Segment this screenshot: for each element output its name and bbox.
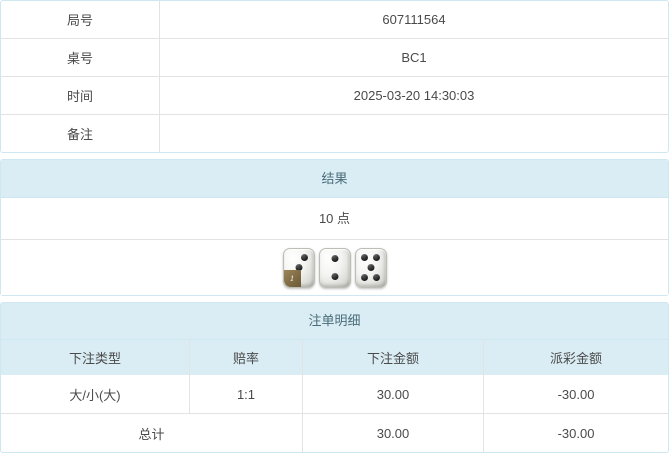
result-title: 结果 xyxy=(1,160,668,198)
cell-odds: 1:1 xyxy=(189,375,303,414)
die-pip xyxy=(331,272,338,280)
cell-total-bet-amount: 30.00 xyxy=(302,413,484,452)
die-pip xyxy=(331,255,338,263)
info-label-table-no: 桌号 xyxy=(1,38,160,77)
round-info-card: 局号 607111564 桌号 BC1 时间 2025-03-20 14:30:… xyxy=(0,0,669,153)
die-pip xyxy=(373,274,381,282)
table-row: 备注 xyxy=(1,114,668,152)
table-row: 桌号 BC1 xyxy=(1,38,668,77)
info-value-round-no: 607111564 xyxy=(159,1,668,39)
info-value-remark xyxy=(159,114,668,152)
table-row: 时间 2025-03-20 14:30:03 xyxy=(1,76,668,115)
info-label-remark: 备注 xyxy=(1,114,160,152)
dice-group: 1 xyxy=(1,240,668,295)
info-label-time: 时间 xyxy=(1,76,160,115)
bet-detail-card: 注单明细 下注类型 赔率 下注金额 派彩金额 大/小(大) 1:1 30.00 … xyxy=(0,302,669,453)
column-header-payout: 派彩金额 xyxy=(483,340,668,375)
die-pip xyxy=(360,274,368,282)
bet-detail-table: 下注类型 赔率 下注金额 派彩金额 大/小(大) 1:1 30.00 -30.0… xyxy=(1,340,668,452)
die-badge-icon: 1 xyxy=(283,269,301,287)
cell-total-label: 总计 xyxy=(1,413,303,452)
die-pip xyxy=(360,253,368,261)
cell-total-payout: -30.00 xyxy=(483,413,668,452)
cell-bet-type: 大/小(大) xyxy=(1,375,190,414)
info-value-table-no: BC1 xyxy=(159,38,668,77)
die-pip xyxy=(373,253,381,261)
result-card: 结果 10 点 1 xyxy=(0,159,669,296)
table-header-row: 下注类型 赔率 下注金额 派彩金额 xyxy=(1,340,668,375)
result-points: 10 点 xyxy=(1,198,668,240)
die-3 xyxy=(354,247,387,288)
table-total-row: 总计 30.00 -30.00 xyxy=(1,413,668,452)
table-row: 局号 607111564 xyxy=(1,1,668,39)
round-info-table: 局号 607111564 桌号 BC1 时间 2025-03-20 14:30:… xyxy=(1,1,668,152)
die-2 xyxy=(318,247,351,288)
die-1: 1 xyxy=(282,247,315,288)
info-label-round-no: 局号 xyxy=(1,1,160,39)
cell-bet-amount: 30.00 xyxy=(302,375,484,414)
info-value-time: 2025-03-20 14:30:03 xyxy=(159,76,668,115)
bet-detail-title: 注单明细 xyxy=(1,303,668,340)
die-pip xyxy=(301,253,309,261)
column-header-odds: 赔率 xyxy=(189,340,303,375)
die-pip xyxy=(295,264,302,272)
column-header-bet-type: 下注类型 xyxy=(1,340,190,375)
column-header-bet-amount: 下注金额 xyxy=(302,340,484,375)
table-row: 大/小(大) 1:1 30.00 -30.00 xyxy=(1,375,668,414)
cell-payout: -30.00 xyxy=(483,375,668,414)
die-pip xyxy=(367,264,374,272)
